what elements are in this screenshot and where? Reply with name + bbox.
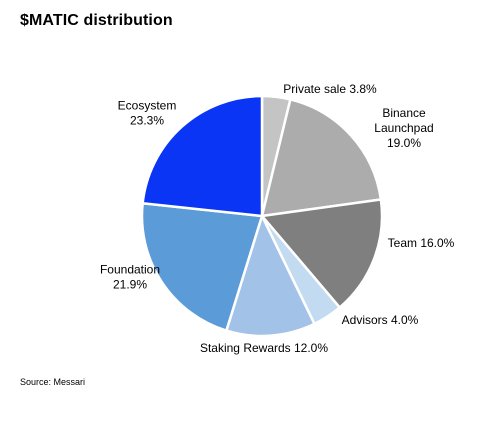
pie-slice-binance-launchpad [260,98,383,218]
slice-label-ecosystem: Ecosystem 23.3% [118,99,177,128]
chart-title: $MATIC distribution [20,12,173,29]
source-note: Source: Messari [20,377,86,387]
pie-slice-staking-rewards [225,214,316,338]
pie-slice-team [260,198,384,309]
pie-slice-foundation [140,201,264,332]
slice-label-staking-rewards: Staking Rewards 12.0% [200,341,328,355]
slice-label-binance-launchpad: Binance Launchpad 19.0% [374,106,433,150]
slice-label-team: Team 16.0% [388,236,455,250]
pie-slice-ecosystem [141,94,264,218]
slice-label-foundation: Foundation 21.9% [100,263,160,292]
slice-label-private-sale: Private sale 3.8% [283,82,377,96]
slice-label-advisors: Advisors 4.0% [342,313,419,327]
